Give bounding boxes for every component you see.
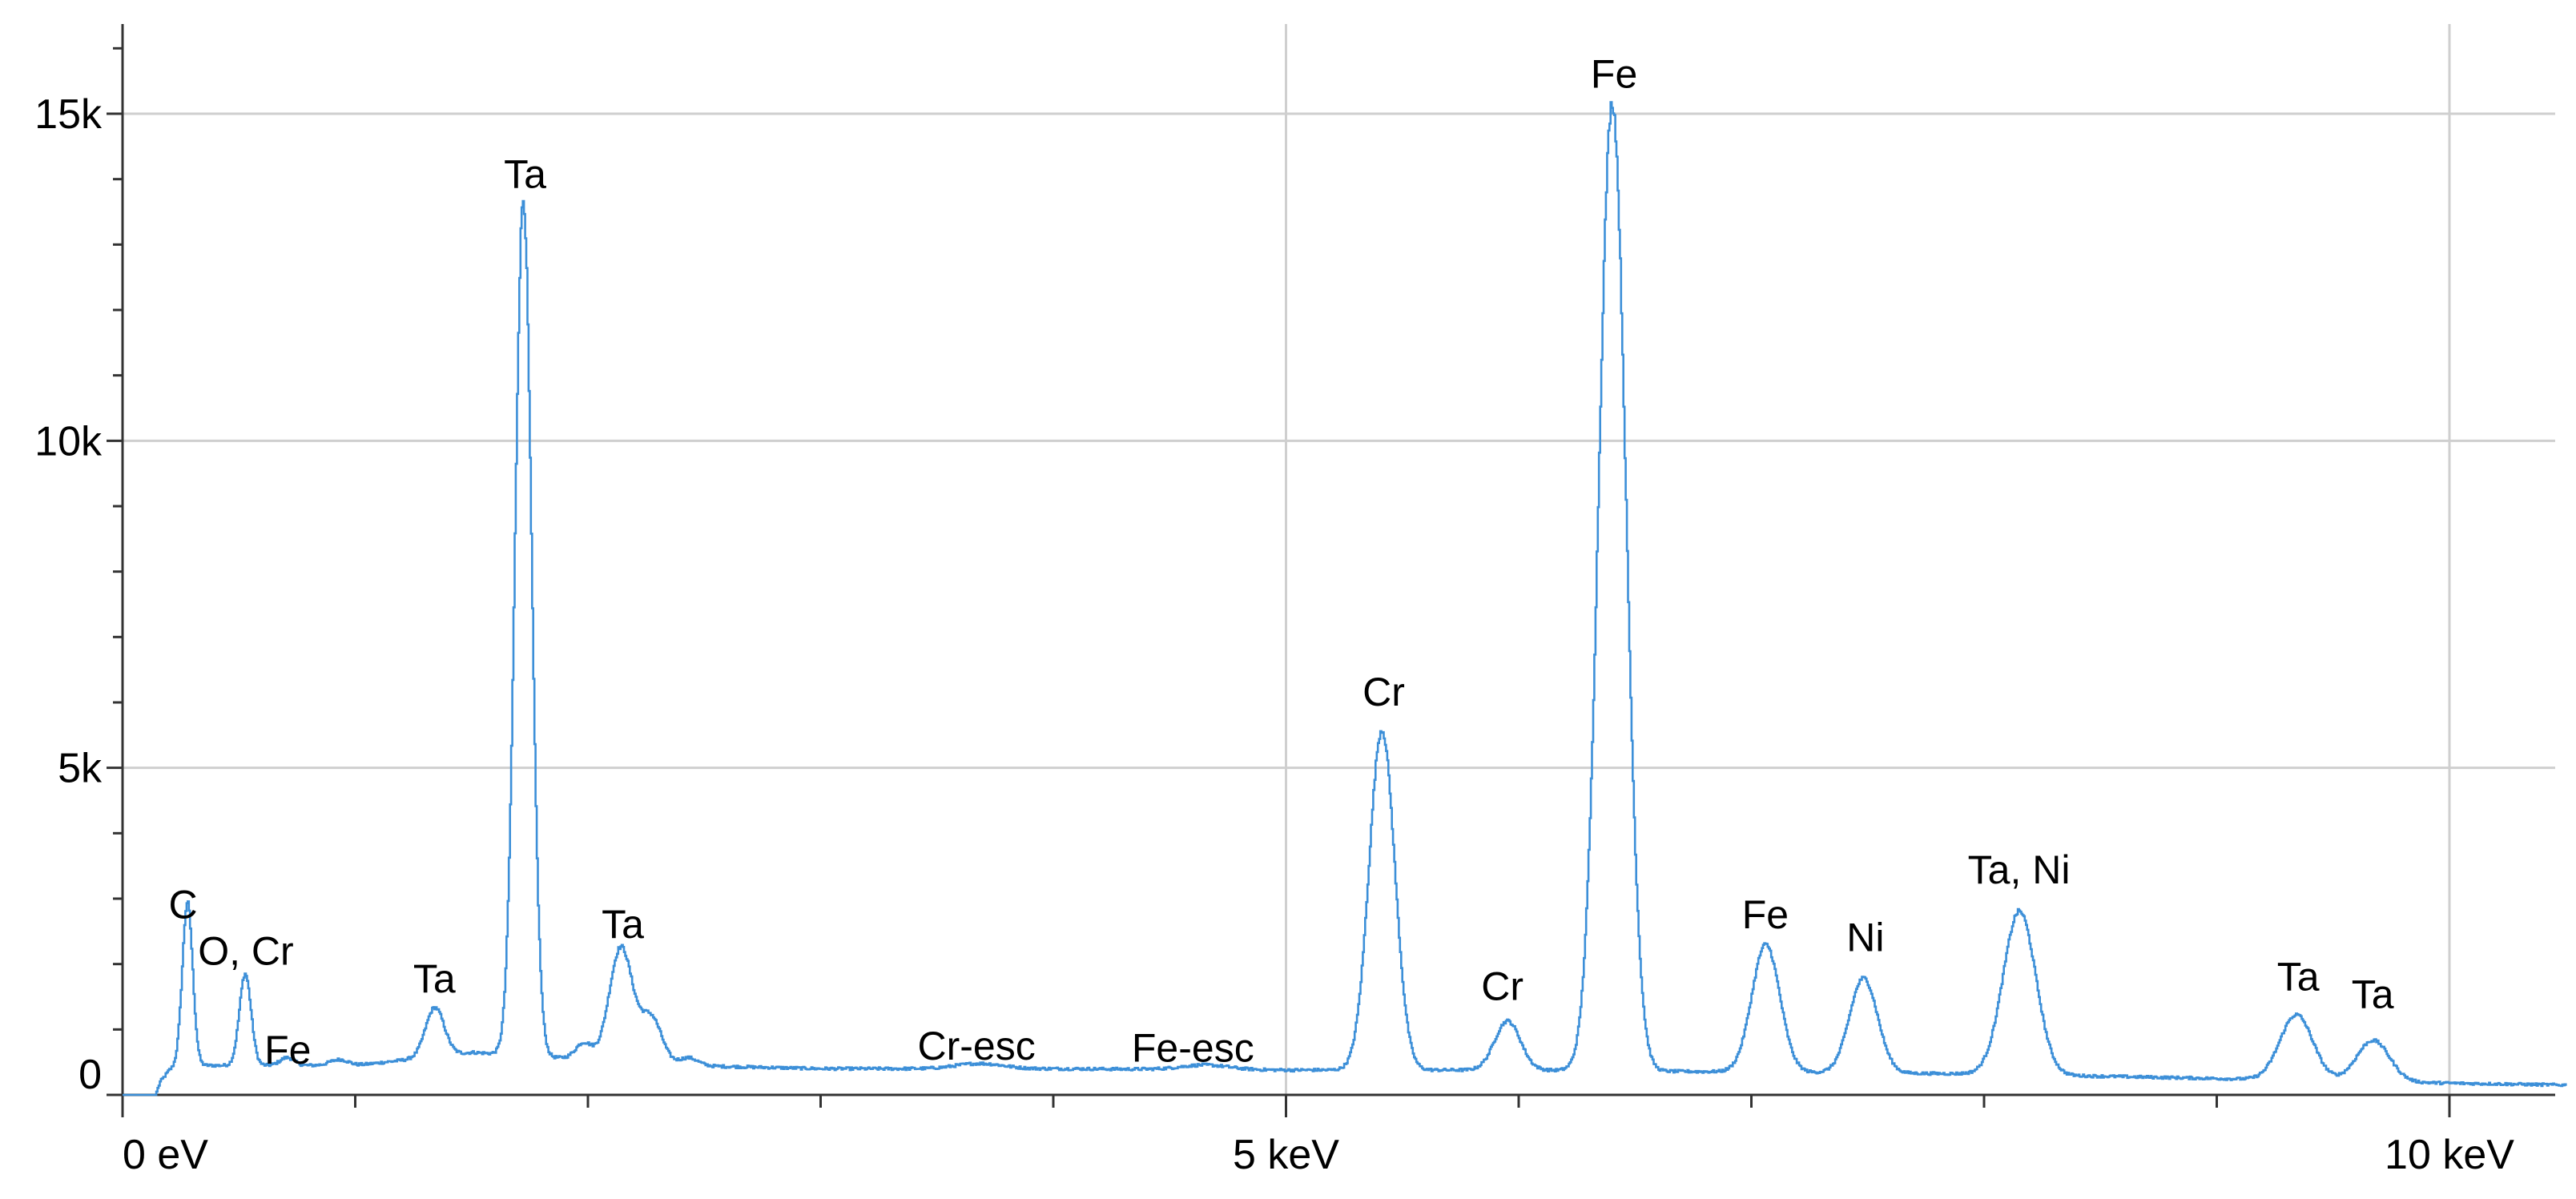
- spectrum-line: [123, 101, 2567, 1096]
- y-tick-label: 0: [78, 1052, 102, 1098]
- peak-label: Ta: [413, 956, 456, 1001]
- y-tick-label: 5k: [58, 746, 103, 792]
- peak-label: Ta, Ni: [1968, 847, 2071, 892]
- peak-label: Fe: [1591, 51, 1637, 96]
- x-tick-label: 0 eV: [123, 1132, 208, 1178]
- peak-label: Cr: [1481, 964, 1523, 1009]
- grid-layer: [123, 24, 2555, 1095]
- peak-label: C: [168, 883, 197, 927]
- peak-label: Fe: [1742, 892, 1789, 937]
- peak-label: Cr: [1362, 670, 1405, 714]
- peak-label: Ni: [1846, 915, 1884, 960]
- y-tick-label: 15k: [34, 91, 103, 138]
- axis-layer: 0 5k 10k 15k 0 eV 5 keV 10 keV: [34, 24, 2555, 1178]
- peak-label-layer: CO, Cr Fe Ta Ta Ta Cr-esc Fe-esc Cr Cr Fe Fe Ni Ta, …: [168, 51, 2393, 1072]
- peak-label: Ta: [504, 151, 546, 196]
- series-layer: [123, 101, 2567, 1096]
- peak-label: Ta: [2277, 954, 2320, 999]
- peak-label: Ta: [2352, 972, 2394, 1016]
- x-tick-label: 10 keV: [2385, 1132, 2514, 1178]
- peak-label: O, Cr: [198, 928, 293, 973]
- peak-label: Cr-esc: [918, 1024, 1036, 1068]
- y-tick-label: 10k: [34, 418, 103, 465]
- peak-label: Fe-esc: [1132, 1025, 1254, 1070]
- x-tick-label: 5 keV: [1233, 1132, 1339, 1178]
- peak-label: Ta: [602, 902, 644, 947]
- peak-label: Fe: [264, 1028, 311, 1072]
